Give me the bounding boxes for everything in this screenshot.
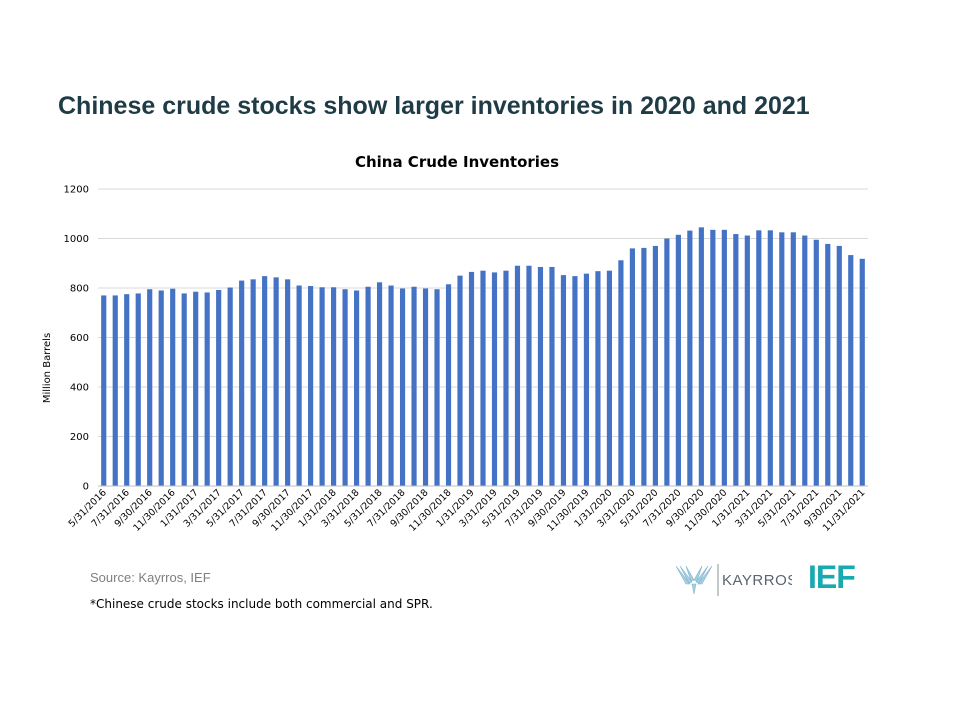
- y-tick-label: 800: [70, 284, 89, 295]
- bar: [606, 270, 613, 486]
- source-note: Source: Kayrros, IEF: [90, 570, 211, 585]
- bar: [537, 266, 544, 486]
- bar: [124, 294, 130, 486]
- bar: [698, 227, 704, 487]
- bar: [101, 295, 107, 486]
- bar: [549, 266, 555, 486]
- y-tick-label: 0: [83, 482, 89, 493]
- y-tick-label: 600: [70, 333, 89, 344]
- bar: [560, 275, 567, 486]
- x-axis-ticks: 5/31/20167/31/20169/30/201611/30/20161/3…: [67, 487, 868, 534]
- y-tick-label: 1000: [64, 234, 89, 245]
- bar: [813, 239, 819, 486]
- bar: [388, 285, 394, 486]
- bar: [262, 276, 268, 486]
- y-tick-label: 400: [70, 383, 89, 394]
- bar: [331, 287, 337, 486]
- bar: [756, 230, 762, 486]
- chart-title: China Crude Inventories: [355, 153, 559, 171]
- bar: [353, 290, 360, 486]
- bar: [526, 265, 532, 486]
- bar: [733, 234, 739, 486]
- bar: [825, 243, 831, 486]
- y-tick-label: 1200: [64, 185, 89, 196]
- bar: [641, 247, 647, 486]
- bar: [836, 245, 842, 486]
- bar: [457, 275, 463, 486]
- kayrros-wordmark: KAYRROS: [722, 572, 792, 589]
- bar: [664, 238, 670, 486]
- bar: [859, 258, 865, 486]
- y-tick-label: 200: [70, 432, 89, 443]
- bar: [848, 255, 854, 486]
- bar: [779, 232, 785, 486]
- bar: [434, 289, 440, 486]
- bar: [790, 232, 796, 486]
- footnote: *Chinese crude stocks include both comme…: [90, 597, 433, 611]
- bar: [227, 287, 233, 486]
- bar: [308, 286, 314, 486]
- bar: [618, 260, 624, 486]
- bar: [767, 230, 773, 486]
- bar: [514, 265, 521, 486]
- bar: [744, 235, 750, 486]
- bar: [112, 295, 118, 486]
- bar: [342, 289, 348, 486]
- bar: [158, 290, 164, 486]
- bar: [193, 291, 199, 486]
- bar: [365, 286, 371, 486]
- bar: [491, 272, 498, 486]
- slide-title: Chinese crude stocks show larger invento…: [58, 92, 810, 120]
- bar: [710, 229, 716, 486]
- bar: [652, 245, 658, 486]
- bar: [319, 287, 325, 486]
- bar: [273, 277, 279, 486]
- bars: [101, 227, 865, 487]
- bar: [503, 270, 509, 486]
- bar: [468, 271, 475, 486]
- bar: [250, 279, 256, 486]
- ief-logo: IEF: [808, 559, 856, 595]
- kayrros-wing-icon: [675, 565, 713, 595]
- bar: [595, 271, 601, 486]
- bar: [170, 288, 176, 486]
- bar: [135, 293, 141, 486]
- bar: [629, 248, 635, 486]
- bar: [216, 289, 222, 486]
- bar: [411, 286, 417, 486]
- bar: [802, 235, 808, 486]
- bar: [480, 270, 486, 486]
- bar: [239, 280, 245, 486]
- bar: [572, 276, 578, 486]
- bar: [147, 289, 153, 486]
- bar: [721, 229, 727, 486]
- bar: [399, 288, 406, 486]
- bar: [296, 285, 302, 486]
- kayrros-logo: KAYRROS: [675, 564, 792, 596]
- y-axis-label: Million Barrels: [42, 333, 53, 403]
- bar: [181, 293, 187, 486]
- bar: [422, 288, 429, 486]
- bar: [583, 273, 590, 486]
- crude-inventories-chart: China Crude Inventories 0 200 400 600 800 100…: [42, 153, 868, 534]
- bar: [675, 234, 681, 486]
- bar: [445, 284, 452, 486]
- bar: [376, 282, 383, 486]
- bar: [285, 279, 291, 486]
- bar: [204, 292, 210, 486]
- y-axis-ticks: 0 200 400 600 800 1000 1200: [64, 185, 89, 493]
- bar: [687, 230, 693, 486]
